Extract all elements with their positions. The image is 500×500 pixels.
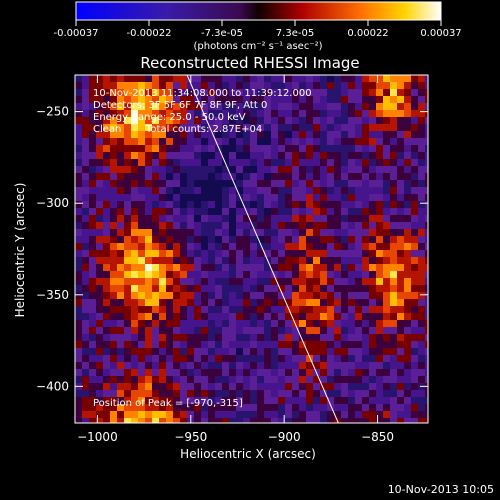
detectors-text: Detectors: 3F 5F 6F 7F 8F 9F, Att 0	[93, 100, 267, 111]
x-axis-label: Heliocentric X (arcsec)	[180, 447, 316, 461]
colorbar-gradient	[75, 1, 442, 21]
x-tick-label: −950	[174, 430, 207, 444]
y-axis-ticks: −250 −300 −350 −400	[36, 105, 428, 393]
colorbar-tick-label: -0.00037	[54, 28, 99, 39]
y-axis-label: Heliocentric Y (arcsec)	[13, 183, 27, 318]
heatmap-cells	[75, 75, 428, 423]
plot-area: −1000 −950 −900 −850 −250 −300 −350 −400	[36, 74, 429, 444]
time-range-text: 10-Nov-2013 11:34:08.000 to 11:39:12.000	[93, 88, 312, 99]
colorbar-unit-label: (photons cm⁻² s⁻¹ asec⁻²)	[193, 41, 322, 52]
annotations: 10-Nov-2013 11:34:08.000 to 11:39:12.000…	[93, 88, 312, 409]
colorbar-tick-label: -0.00022	[127, 28, 172, 39]
colorbar-tick-label: -7.3e-05	[201, 28, 243, 39]
y-tick-label: −350	[36, 288, 69, 302]
colorbar-ticks: -0.00037 -0.00022 -7.3e-05 7.3e-05 0.00022 0.…	[54, 20, 462, 39]
colorbar: -0.00037 -0.00022 -7.3e-05 7.3e-05 0.00022 0.…	[54, 1, 462, 52]
x-tick-label: −850	[361, 430, 394, 444]
solar-limb-line	[186, 75, 339, 423]
y-tick-label: −400	[36, 379, 69, 393]
x-tick-label: −900	[268, 430, 301, 444]
total-counts-text: Total counts: 2.87E+04	[145, 124, 262, 135]
x-tick-label: −1000	[77, 430, 118, 444]
x-axis-ticks: −1000 −950 −900 −850	[77, 75, 394, 444]
energy-range-text: Energy Range: 25.0 - 50.0 keV	[93, 112, 246, 123]
y-tick-label: −250	[36, 105, 69, 119]
chart-title: Reconstructed RHESSI Image	[140, 54, 359, 72]
peak-position-text: Position of Peak = [-970,-315]	[93, 398, 243, 409]
y-tick-label: −300	[36, 196, 69, 210]
colorbar-tick-label: 7.3e-05	[276, 28, 314, 39]
colorbar-tick-label: 0.00022	[347, 28, 388, 39]
plot-frame	[74, 74, 429, 424]
colorbar-tick-label: 0.00037	[420, 28, 461, 39]
footer-timestamp: 10-Nov-2013 10:05	[387, 483, 494, 496]
clean-text: Clean	[93, 124, 121, 135]
